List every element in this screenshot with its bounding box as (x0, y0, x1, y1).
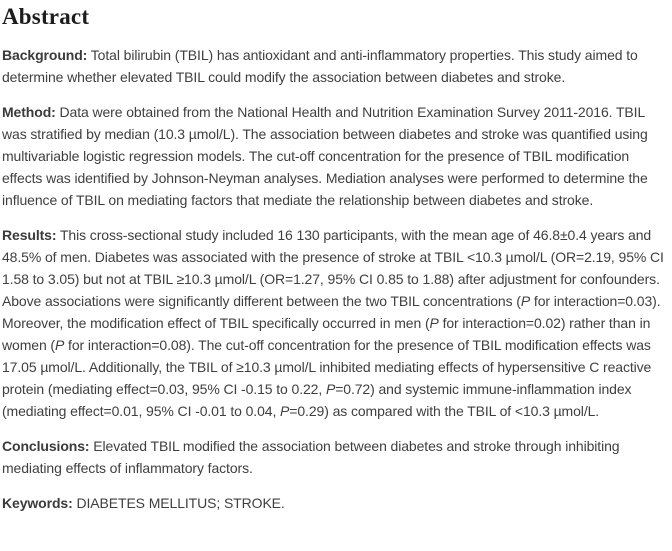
paragraph-results: Results: This cross-sectional study incl… (2, 224, 670, 422)
paragraph-conclusions: Conclusions: Elevated TBIL modified the … (2, 435, 670, 479)
text-segment: Total bilirubin (TBIL) has antioxidant a… (2, 47, 638, 85)
paragraph-body-results: This cross-sectional study included 16 1… (2, 227, 664, 419)
paragraph-body-background: Total bilirubin (TBIL) has antioxidant a… (2, 47, 638, 85)
paragraph-label-results: Results: (2, 227, 57, 243)
italic-text-segment: P (429, 315, 439, 331)
paragraph-label-background: Background: (2, 47, 88, 63)
italic-text-segment: P (520, 293, 531, 309)
abstract-heading: Abstract (2, 4, 90, 29)
paragraph-body-conclusions: Elevated TBIL modified the association b… (2, 438, 620, 476)
paragraph-label-keywords: Keywords: (2, 495, 73, 511)
paragraph-label-conclusions: Conclusions: (2, 438, 90, 454)
text-segment: =0.72) and systemic immune-inflammation … (2, 381, 632, 419)
paragraph-background: Background: Total bilirubin (TBIL) has a… (2, 44, 670, 88)
text-segment: This cross-sectional study included 16 1… (2, 227, 664, 309)
text-segment: DIABETES MELLITUS; STROKE. (72, 495, 285, 511)
italic-text-segment: P (54, 337, 65, 353)
paragraph-keywords: Keywords: DIABETES MELLITUS; STROKE. (2, 492, 670, 514)
text-segment: for interaction=0.02) rather than in wom… (2, 315, 651, 353)
text-segment: =0.29) as compared with the TBIL of <10.… (289, 403, 600, 419)
paragraph-method: Method: Data were obtained from the Nati… (2, 101, 670, 211)
italic-text-segment: P (325, 381, 336, 397)
paragraph-body-method: Data were obtained from the National Hea… (2, 104, 648, 208)
text-segment: for interaction=0.03). Moreover, the mod… (2, 293, 661, 331)
text-segment: for interaction=0.08). The cut-off conce… (2, 337, 652, 397)
paragraph-label-method: Method: (2, 104, 56, 120)
abstract-section: Abstract Background: Total bilirubin (TB… (2, 4, 670, 514)
text-segment: Elevated TBIL modified the association b… (2, 438, 620, 476)
text-segment: Data were obtained from the National Hea… (2, 104, 648, 208)
paragraph-body-keywords: DIABETES MELLITUS; STROKE. (72, 495, 285, 511)
italic-text-segment: P (280, 403, 290, 419)
